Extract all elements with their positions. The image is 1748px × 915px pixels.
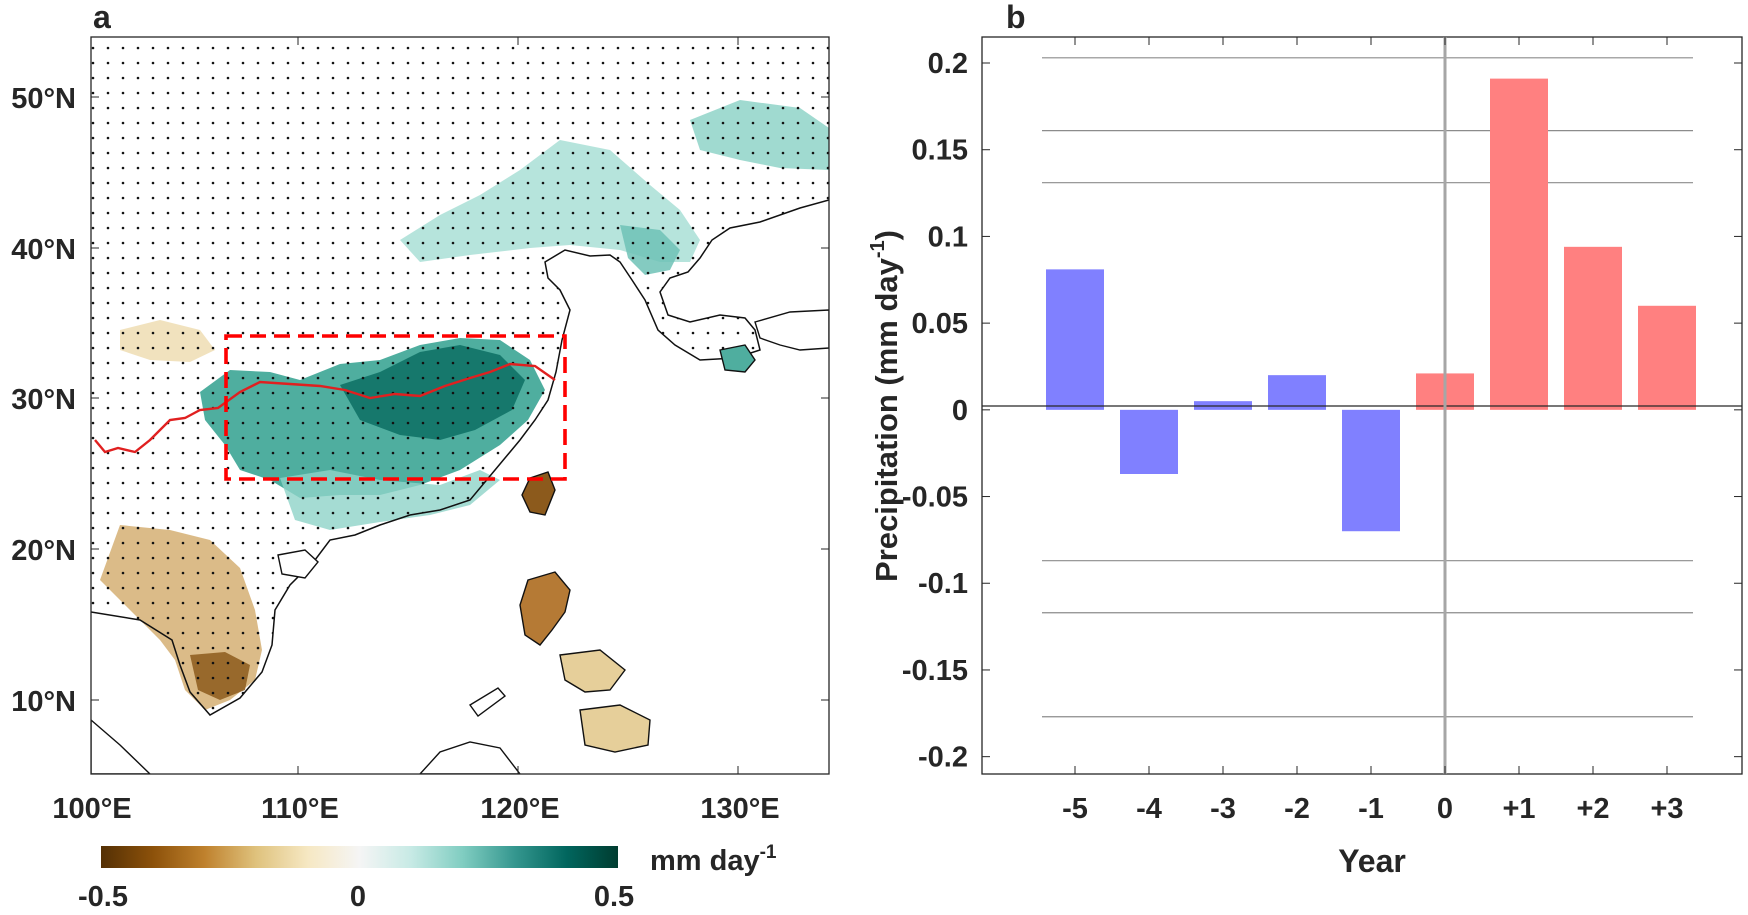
colorbar-tick-label: 0 — [350, 881, 366, 913]
island-kyushu — [719, 344, 756, 373]
y-tick-label: -0.2 — [918, 742, 968, 774]
y-tick-label: -0.15 — [902, 655, 968, 687]
y-axis-label: Precipitation (mm day-1) — [867, 230, 904, 582]
y-tick-label: 0.1 — [928, 221, 968, 253]
island-hainan — [277, 549, 319, 579]
y-tick-label: -0.05 — [902, 482, 968, 514]
y-tick-label: 0.05 — [912, 308, 968, 340]
lon-tick-label: 120°E — [480, 793, 559, 825]
map-frame — [90, 36, 830, 775]
x-tick-label: +2 — [1576, 793, 1609, 825]
island-mindanao — [579, 704, 651, 753]
stippling-mainland — [91, 37, 829, 715]
y-tick-label: 0.2 — [928, 48, 968, 80]
island-visayas — [559, 649, 626, 693]
x-tick-label: -2 — [1284, 793, 1310, 825]
x-tick-label: +3 — [1650, 793, 1683, 825]
land-sumatra — [91, 719, 152, 774]
x-tick-label: -1 — [1358, 793, 1384, 825]
study-region-box — [224, 334, 567, 481]
island-borneo — [419, 741, 521, 774]
x-axis: -5 -4 -3 -2 -1 0 +1 +2 +3 — [1062, 37, 1684, 825]
bar-year-+2 — [1564, 246, 1622, 410]
lat-tick-label: 10°N — [11, 686, 76, 718]
panel-a-label: a — [93, 0, 111, 35]
colorbar-tick-label: -0.5 — [78, 881, 128, 913]
x-tick-label: 0 — [1437, 793, 1453, 825]
lat-tick-label: 30°N — [11, 384, 76, 416]
island-palawan — [468, 687, 507, 717]
bar-year-+3 — [1638, 305, 1696, 410]
y-tick-label: 0 — [952, 395, 968, 427]
bars — [1046, 78, 1696, 532]
reference-lines — [1042, 57, 1693, 718]
lon-tick-label: 110°E — [261, 793, 339, 825]
y-axis: 0.2 0.15 0.1 0.05 0 -0.05 -0.1 -0.15 -0.2 — [902, 48, 1742, 774]
bar-year--5 — [1046, 269, 1104, 410]
lat-tick-label: 20°N — [11, 535, 76, 567]
bar-year--4 — [1120, 409, 1178, 474]
island-taiwan — [521, 471, 556, 516]
x-tick-label: -4 — [1136, 793, 1162, 825]
bar-year--2 — [1268, 375, 1326, 410]
x-tick-label: -5 — [1062, 793, 1088, 825]
panel-a: a — [11, 0, 830, 913]
y-tick-label: -0.1 — [918, 568, 968, 600]
lat-tick-label: 50°N — [11, 83, 76, 115]
bar-year-+1 — [1490, 78, 1548, 410]
panel-b-label: b — [1006, 0, 1026, 35]
yangtze-river — [94, 362, 556, 454]
island-luzon — [519, 571, 571, 646]
lon-axis: 100°E 110°E 120°E 130°E — [52, 37, 780, 825]
x-axis-label: Year — [1338, 843, 1406, 879]
lon-tick-label: 130°E — [700, 793, 779, 825]
colorbar-tick-label: 0.5 — [594, 881, 634, 913]
x-tick-label: -3 — [1210, 793, 1236, 825]
coastline-mainland — [91, 199, 829, 716]
island-japan-north — [754, 309, 829, 351]
panel-b: b 0.2 0.15 0.1 0.05 0 -0.05 -0.1 -0.15 -0.2 -5 -4… — [867, 0, 1743, 879]
bar-year--1 — [1342, 409, 1400, 532]
colorbar: mm day-1 -0.5 0 0.5 — [78, 842, 777, 913]
colorbar-unit: mm day-1 — [650, 842, 777, 877]
lat-tick-label: 40°N — [11, 234, 76, 266]
x-tick-label: +1 — [1502, 793, 1535, 825]
colorbar-bar — [101, 846, 618, 868]
lat-axis: 50°N 40°N 30°N 20°N 10°N — [11, 83, 829, 718]
y-tick-label: 0.15 — [912, 135, 968, 167]
map-area — [91, 37, 829, 774]
lon-tick-label: 100°E — [52, 793, 131, 825]
